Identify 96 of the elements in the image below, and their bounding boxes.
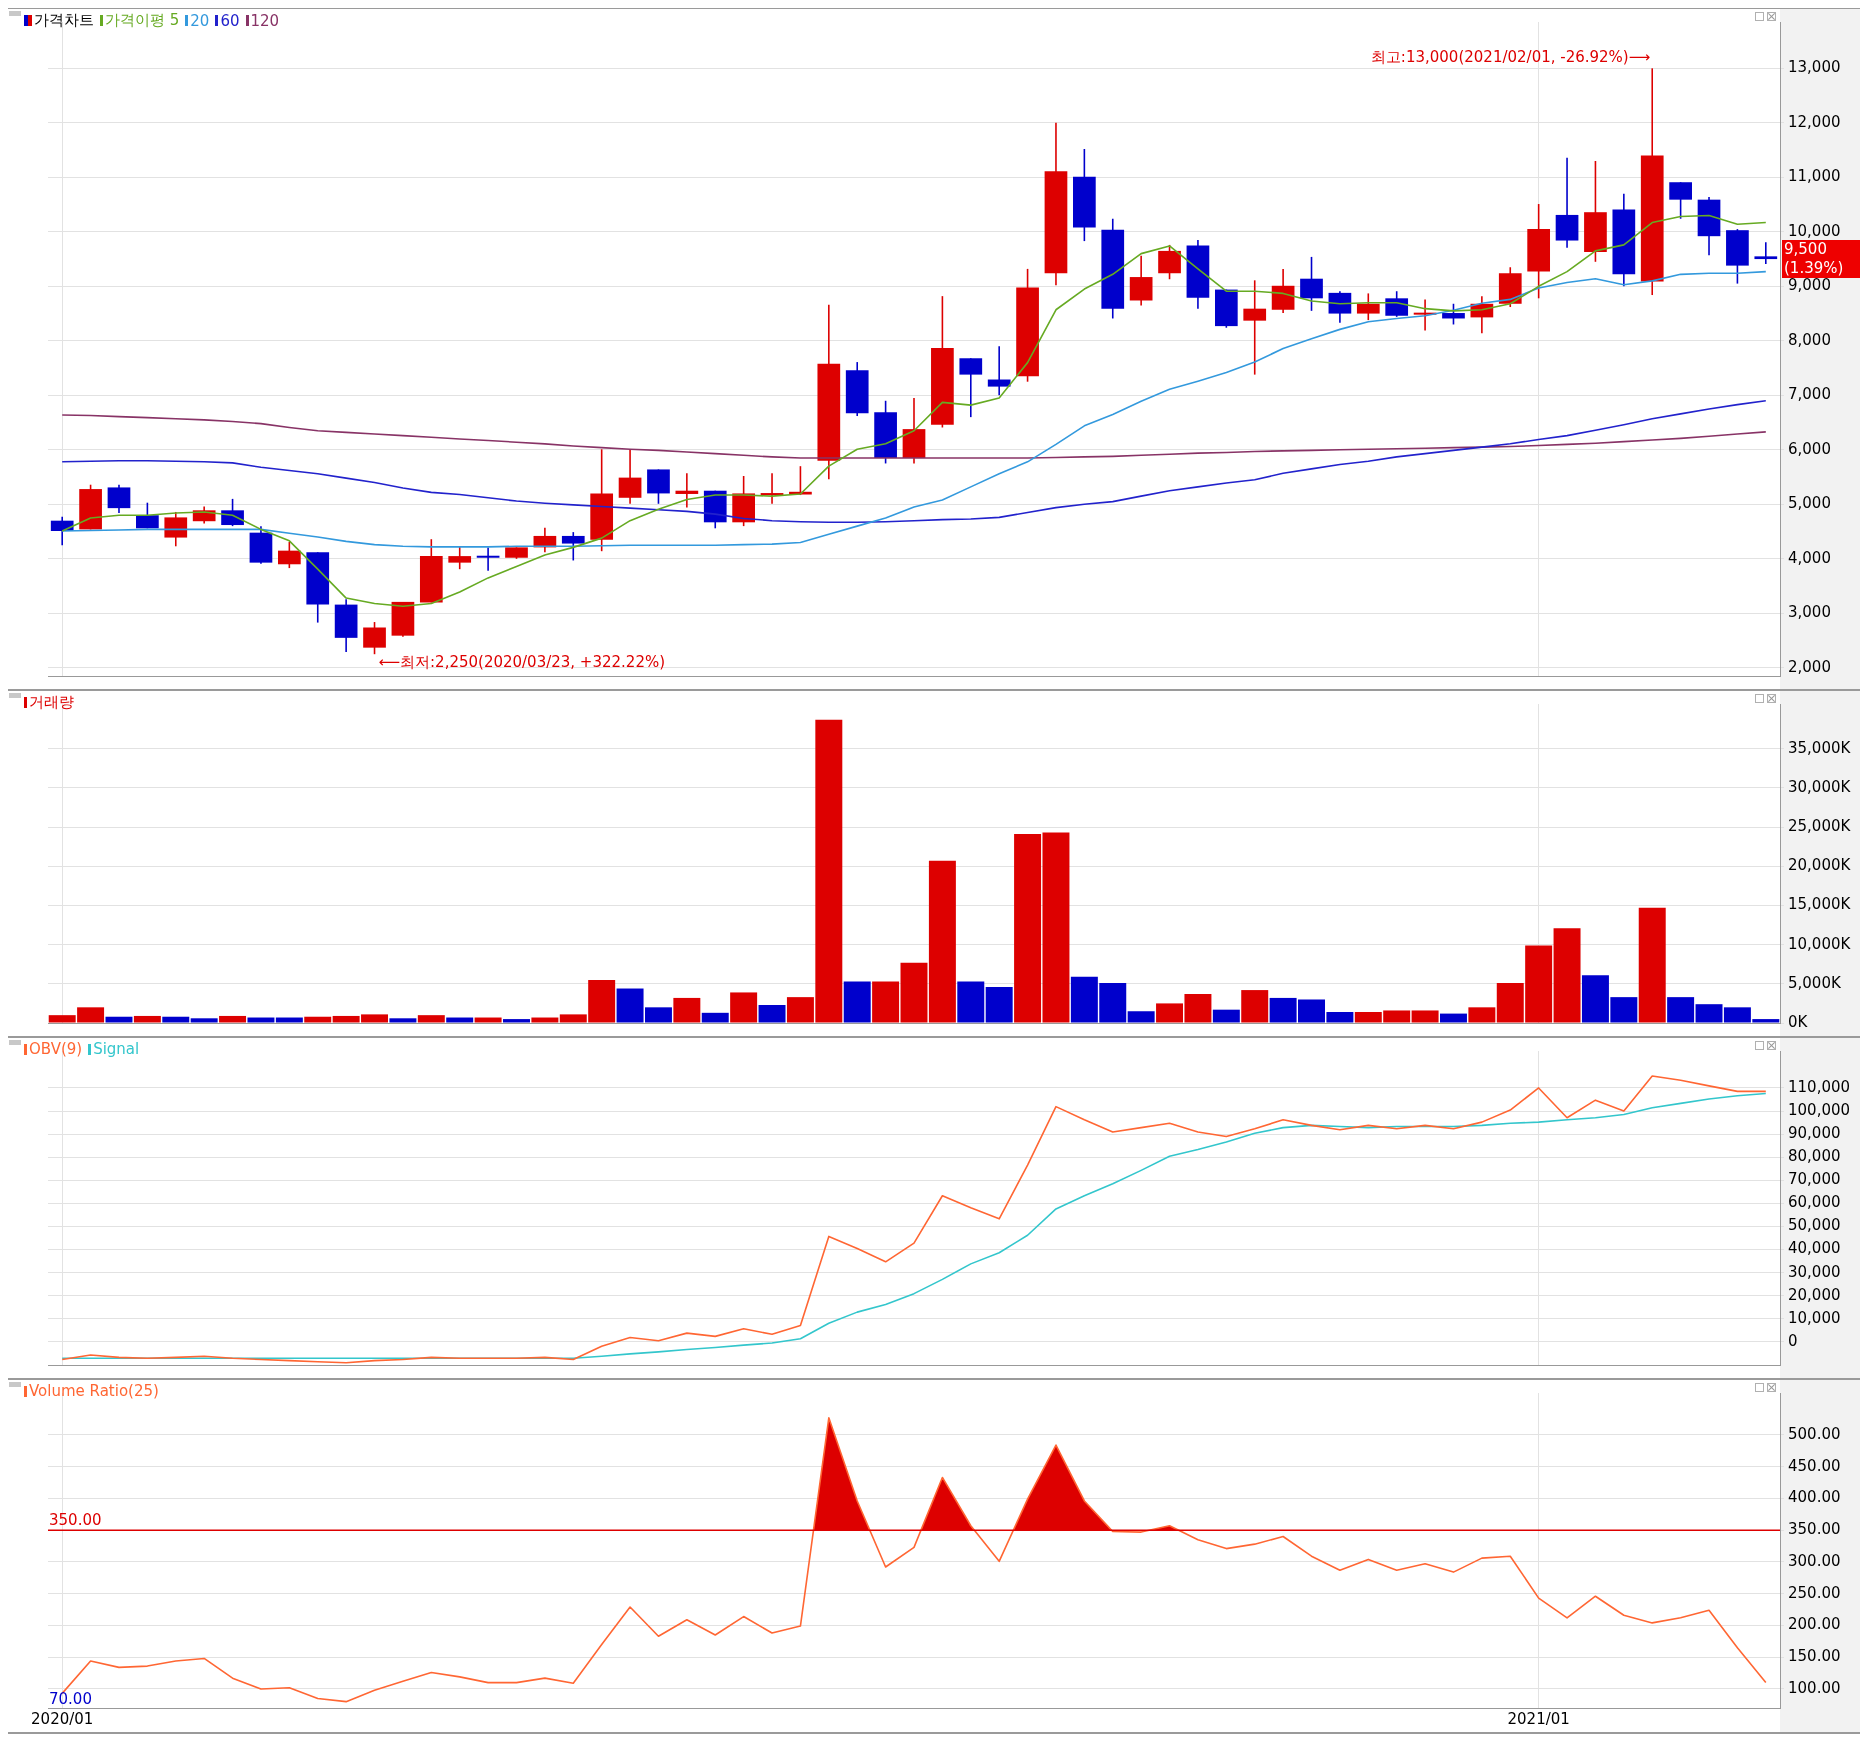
y-tick-label: 500.00: [1788, 1424, 1841, 1443]
candlestick: [760, 473, 784, 504]
legend-label: 거래량: [29, 693, 74, 712]
bar: [190, 1018, 218, 1023]
bar: [957, 981, 985, 1023]
bar: [758, 1004, 786, 1023]
bar: [1212, 1009, 1240, 1023]
y-tick-label: 20,000K: [1788, 856, 1852, 875]
y-tick-label: 30,000K: [1788, 777, 1852, 796]
y-tick-label: 450.00: [1788, 1456, 1841, 1475]
y-tick-label: 3,000: [1788, 603, 1831, 622]
y-tick-label: 7,000: [1788, 385, 1831, 404]
bar: [673, 997, 701, 1023]
bar: [985, 986, 1013, 1023]
legend-label: OBV(9): [29, 1040, 83, 1058]
bar: [304, 1016, 332, 1023]
bar: [503, 1019, 530, 1023]
candlestick: [476, 547, 500, 571]
bar: [872, 981, 900, 1023]
y-tick-label: 5,000K: [1788, 973, 1842, 992]
legend-label: 60: [220, 11, 240, 30]
bar: [1439, 1013, 1467, 1023]
y-tick-label: 4,000: [1788, 548, 1831, 567]
bar: [928, 860, 956, 1023]
bar: [247, 1017, 275, 1023]
y-tick-label: 200.00: [1788, 1615, 1841, 1634]
y-tick-label: 13,000: [1788, 58, 1841, 77]
y-tick-label: 100,000: [1788, 1100, 1851, 1119]
y-tick-label: 30,000: [1788, 1262, 1841, 1281]
annotation: ⟵최저:2,250(2020/03/23, +322.22%): [378, 653, 666, 672]
y-tick-label: 70,000: [1788, 1170, 1841, 1189]
bar: [446, 1017, 474, 1023]
y-tick-label: 100.00: [1788, 1678, 1841, 1697]
legend-label: 120: [250, 11, 280, 30]
annotation: 최고:13,000(2021/02/01, -26.92%)⟶: [1370, 48, 1651, 67]
y-tick-label: 0K: [1788, 1012, 1809, 1031]
y-tick-label: 10,000: [1788, 221, 1841, 240]
y-tick-label: 10,000K: [1788, 934, 1852, 953]
bar: [162, 1016, 190, 1023]
bar: [275, 1017, 303, 1023]
bar: [474, 1017, 502, 1023]
bar: [1241, 990, 1269, 1023]
annotation: 70.00: [49, 1690, 92, 1709]
legend-label: Volume Ratio(25): [29, 1382, 159, 1400]
y-tick-label: 40,000: [1788, 1239, 1841, 1258]
y-tick-label: 150.00: [1788, 1647, 1841, 1666]
candlestick: [675, 473, 699, 508]
bar: [1411, 1010, 1439, 1023]
y-tick-label: 250.00: [1788, 1583, 1841, 1602]
x-tick-label: 2020/01: [31, 1709, 94, 1728]
y-tick-label: 20,000: [1788, 1285, 1841, 1304]
legend-label: 20: [190, 11, 210, 30]
y-tick-label: 6,000: [1788, 439, 1831, 458]
y-tick-label: 350.00: [1788, 1520, 1841, 1539]
x-tick-label: 2021/01: [1507, 1709, 1570, 1728]
bar: [843, 981, 871, 1023]
bar: [133, 1015, 161, 1023]
legend-label: 가격차트: [34, 11, 94, 30]
legend-label: Signal: [93, 1040, 140, 1058]
bar: [1638, 907, 1666, 1023]
y-tick-label: 12,000: [1788, 112, 1841, 131]
legend-label: 가격이평 5: [105, 11, 180, 30]
y-tick-label: 300.00: [1788, 1551, 1841, 1570]
bar: [105, 1016, 133, 1023]
bar: [701, 1012, 729, 1023]
y-tick-label: 90,000: [1788, 1124, 1841, 1143]
bar: [389, 1018, 417, 1023]
y-tick-label: 50,000: [1788, 1216, 1841, 1235]
y-tick-label: 2,000: [1788, 657, 1831, 676]
candlestick: [1243, 280, 1267, 375]
bar: [417, 1015, 445, 1023]
y-tick-label: 35,000K: [1788, 738, 1852, 757]
bar: [531, 1017, 559, 1023]
y-tick-label: 10,000: [1788, 1308, 1841, 1327]
y-tick-label: 60,000: [1788, 1193, 1841, 1212]
y-tick-label: 9,000: [1788, 276, 1831, 295]
bar: [1127, 1011, 1155, 1023]
y-tick-label: 15,000K: [1788, 895, 1852, 914]
bar: [730, 992, 758, 1023]
y-tick-label: 0: [1788, 1331, 1798, 1350]
bar: [1553, 928, 1581, 1023]
bar: [1468, 1007, 1496, 1023]
y-tick-label: 5,000: [1788, 494, 1831, 513]
y-tick-label: 80,000: [1788, 1147, 1841, 1166]
y-tick-label: 25,000K: [1788, 816, 1852, 835]
ref-line-label: 350.00: [49, 1510, 102, 1529]
text: 9,500 (1.39%): [1784, 239, 1844, 277]
bar: [900, 962, 928, 1023]
bar: [1667, 997, 1695, 1023]
y-tick-label: 8,000: [1788, 330, 1831, 349]
bar: [219, 1015, 247, 1023]
y-tick-label: 400.00: [1788, 1488, 1841, 1507]
y-tick-label: 110,000: [1788, 1077, 1851, 1096]
y-tick-label: 11,000: [1788, 167, 1841, 186]
candlestick: [1754, 242, 1778, 264]
candlestick: [987, 346, 1011, 396]
